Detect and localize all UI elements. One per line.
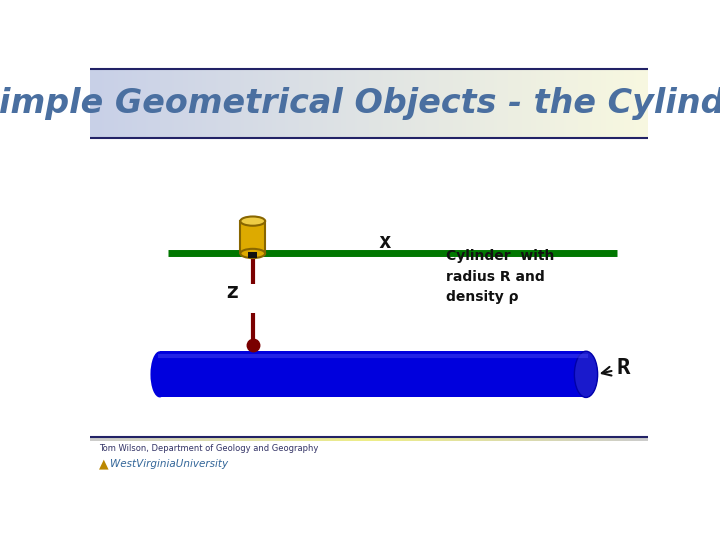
Text: x: x [378, 232, 391, 252]
Text: Tom Wilson, Department of Geology and Geography: Tom Wilson, Department of Geology and Ge… [99, 444, 319, 453]
Ellipse shape [240, 249, 265, 258]
Text: Cylinder  with
radius R and
density ρ: Cylinder with radius R and density ρ [446, 249, 555, 304]
Text: Simple Geometrical Objects - the Cylinder: Simple Geometrical Objects - the Cylinde… [0, 87, 720, 120]
Ellipse shape [240, 217, 265, 226]
Text: ▲: ▲ [99, 457, 109, 470]
Ellipse shape [150, 351, 169, 397]
Text: z: z [225, 282, 239, 302]
Text: WestVirginiaUniversity: WestVirginiaUniversity [110, 458, 228, 469]
Text: R: R [602, 358, 631, 378]
Bar [240, 221, 265, 253]
Bar [160, 351, 586, 397]
Ellipse shape [575, 351, 598, 397]
Bar [248, 252, 258, 258]
